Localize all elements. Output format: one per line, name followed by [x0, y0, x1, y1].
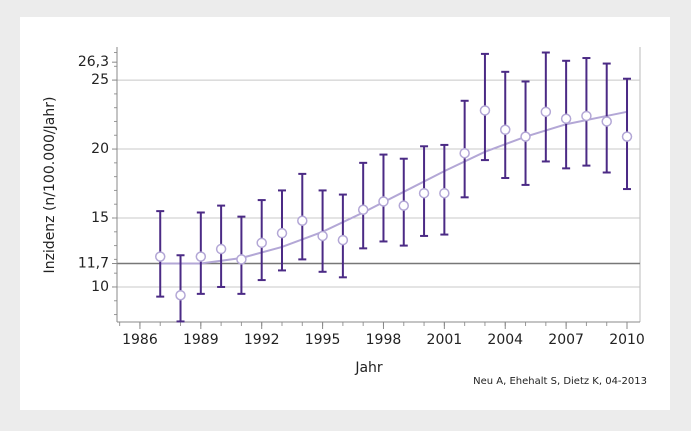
data-point [215, 243, 227, 255]
data-point [418, 187, 430, 199]
data-point [560, 113, 572, 124]
data-point [540, 106, 552, 118]
data-point [337, 234, 349, 246]
x-tick-label: 1986 [122, 332, 158, 348]
x-tick-label: 1995 [305, 332, 341, 348]
source-note: Neu A, Ehehalt S, Dietz K, 04-2013 [473, 376, 647, 387]
y-tick-label: 20 [91, 141, 109, 157]
x-tick-label: 2010 [609, 332, 645, 348]
y-tick-label: 15 [91, 210, 109, 226]
data-point [297, 215, 308, 227]
y-tick-label: 10 [91, 279, 109, 295]
data-point [317, 230, 328, 242]
data-point [195, 251, 207, 262]
data-point [276, 227, 288, 239]
data-point [378, 196, 389, 207]
x-tick-label: 2004 [487, 332, 523, 348]
y-tick-label: 25 [91, 72, 109, 88]
y-tick-label: 26,3 [78, 54, 109, 70]
data-point [601, 116, 612, 127]
x-axis-label: Jahr [354, 360, 383, 376]
data-point [256, 237, 267, 249]
x-tick-label: 2007 [548, 332, 584, 348]
data-point [357, 204, 369, 215]
data-point [581, 110, 592, 122]
y-tick-label: 11,7 [78, 256, 109, 272]
data-point [398, 200, 410, 211]
data-point [439, 187, 450, 199]
panel [20, 17, 670, 410]
data-point [499, 124, 511, 135]
data-point [236, 254, 247, 265]
data-point [175, 289, 186, 301]
y-axis-label: Inzidenz (n/100.000/Jahr) [42, 97, 58, 274]
x-tick-label: 2001 [427, 332, 463, 348]
data-point [621, 131, 633, 142]
x-tick-label: 1998 [366, 332, 402, 348]
data-point [154, 251, 166, 262]
x-tick-label: 1992 [244, 332, 280, 348]
x-tick-label: 1989 [183, 332, 219, 348]
data-point [479, 105, 491, 116]
data-point [520, 131, 531, 142]
data-point [459, 147, 470, 159]
